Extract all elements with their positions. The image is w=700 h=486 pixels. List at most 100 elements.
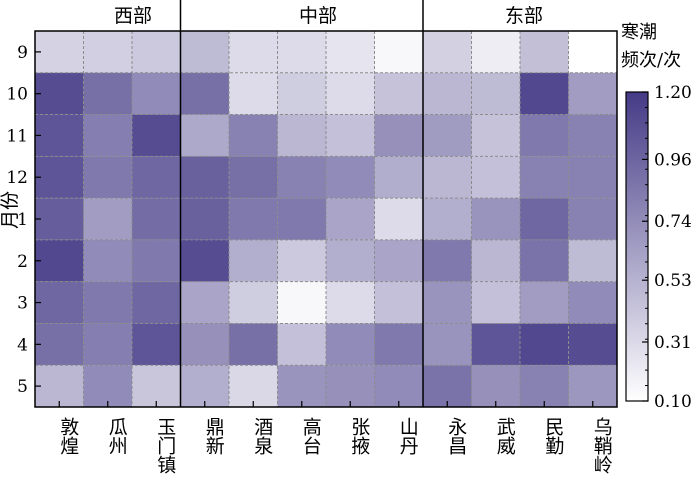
heatmap-cell <box>132 198 181 240</box>
heatmap-cell <box>471 114 520 157</box>
heatmap-cell <box>423 239 472 282</box>
heatmap-cell <box>277 198 326 240</box>
y-tick-label: 2 <box>17 252 28 272</box>
heatmap-cell <box>83 156 132 199</box>
y-axis-label: 月份 <box>0 191 21 229</box>
heatmap-cell <box>374 365 423 407</box>
heatmap-cell <box>83 365 132 407</box>
region-label-east: 东部 <box>505 5 543 27</box>
y-tick-label: 4 <box>17 335 28 355</box>
x-tick-label: 民勤 <box>542 417 564 455</box>
heatmap-cell <box>180 239 229 282</box>
heatmap-cell <box>520 281 569 324</box>
x-tick-label: 瓜州 <box>106 417 128 455</box>
heatmap-cell <box>35 281 84 324</box>
heatmap-cell <box>229 72 278 115</box>
heatmap-cell <box>326 281 375 324</box>
y-tick-label: 1 <box>17 210 28 230</box>
heatmap-cell <box>35 156 84 199</box>
colorbar-label-line1: 寒潮 <box>621 22 657 43</box>
heatmap-cell <box>374 198 423 240</box>
heatmap-cell <box>180 114 229 157</box>
heatmap-cell <box>374 323 423 366</box>
heatmap-cell <box>326 365 375 407</box>
heatmap-cell <box>132 72 181 115</box>
heatmap-cell <box>229 239 278 282</box>
heatmap-cell <box>229 114 278 157</box>
heatmap-cell <box>180 323 229 366</box>
heatmap-cell <box>180 365 229 407</box>
heatmap-cell <box>423 72 472 115</box>
heatmap-cell <box>277 114 326 157</box>
heatmap-cell <box>83 323 132 366</box>
colorbar-tick-label: 0.10 <box>654 392 692 412</box>
heatmap-cell <box>520 72 569 115</box>
x-tick-label: 鼎新 <box>203 417 225 455</box>
heatmap-cell <box>132 365 181 407</box>
y-tick-label: 5 <box>17 377 28 397</box>
heatmap-cell <box>35 365 84 407</box>
heatmap-cell <box>326 198 375 240</box>
y-tick-label: 12 <box>6 168 28 188</box>
heatmap-cell <box>423 281 472 324</box>
heatmap-cell <box>277 156 326 199</box>
heatmap-cell <box>132 323 181 366</box>
heatmap-cell <box>568 72 617 115</box>
heatmap-cell <box>374 114 423 157</box>
heatmap-cell <box>423 156 472 199</box>
x-tick-label: 酒泉 <box>251 417 273 455</box>
heatmap-cell <box>520 365 569 407</box>
heatmap-cell <box>326 156 375 199</box>
x-tick-label: 武威 <box>494 417 516 456</box>
heatmap-cell <box>83 198 132 240</box>
colorbar-tick-label: 1.20 <box>654 83 692 103</box>
y-tick-label: 11 <box>6 126 28 146</box>
heatmap-cell <box>520 198 569 240</box>
heatmap-cell <box>35 72 84 115</box>
heatmap-cell <box>83 31 132 73</box>
colorbar-tick-label: 0.96 <box>654 150 692 170</box>
heatmap-cell <box>277 281 326 324</box>
heatmap-cell <box>83 114 132 157</box>
heatmap-cell <box>132 281 181 324</box>
heatmap-cell <box>471 365 520 407</box>
heatmap-cell <box>471 31 520 73</box>
x-tick-label: 玉门镇 <box>154 417 176 474</box>
colorbar-tick-label: 0.74 <box>654 212 692 232</box>
heatmap-cell <box>568 31 617 73</box>
heatmap-cell <box>374 72 423 115</box>
heatmap-cell <box>326 323 375 366</box>
colorbar-tick-label: 0.31 <box>654 333 692 353</box>
heatmap-cell <box>277 72 326 115</box>
heatmap-cell <box>132 156 181 199</box>
heatmap-cell <box>423 114 472 157</box>
colorbar-gradient <box>625 91 649 402</box>
heatmap-cell <box>35 114 84 157</box>
heatmap-cell <box>471 323 520 366</box>
region-label-west: 西部 <box>114 5 152 27</box>
heatmap-cell <box>229 156 278 199</box>
heatmap-cell <box>229 281 278 324</box>
heatmap-cell <box>277 31 326 73</box>
heatmap-cell <box>568 281 617 324</box>
heatmap-cell <box>326 239 375 282</box>
heatmap-cell <box>35 323 84 366</box>
heatmap-cell <box>326 31 375 73</box>
heatmap-cell <box>568 323 617 366</box>
heatmap-cell <box>229 31 278 73</box>
heatmap-cell <box>180 281 229 324</box>
heatmap-cell <box>83 281 132 324</box>
heatmap-cell <box>423 323 472 366</box>
heatmap-cell <box>277 323 326 366</box>
heatmap-cell <box>229 365 278 407</box>
heatmap-cell <box>83 72 132 115</box>
heatmap-cell <box>423 198 472 240</box>
x-tick-label: 山丹 <box>397 417 419 455</box>
heatmap-cell <box>520 31 569 73</box>
x-tick-label: 敦煌 <box>57 417 79 455</box>
y-tick-label: 3 <box>17 294 28 314</box>
heatmap-cell <box>326 114 375 157</box>
x-tick-label: 高台 <box>300 417 322 455</box>
heatmap-cell <box>471 156 520 199</box>
